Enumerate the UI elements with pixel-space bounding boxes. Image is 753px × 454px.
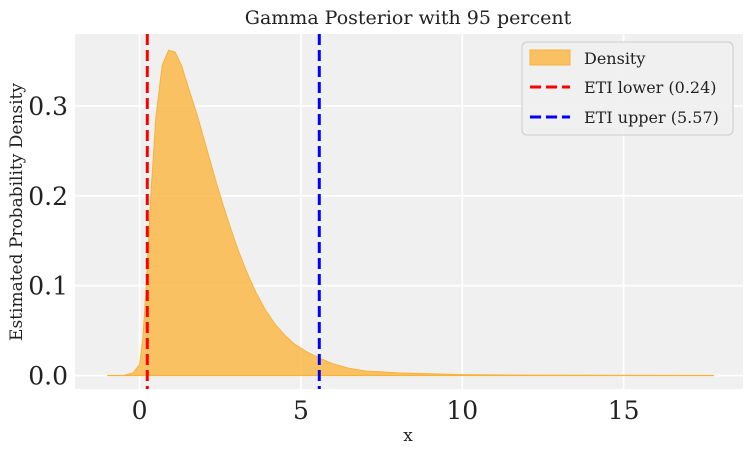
y-tick-label: 0.3 [28, 92, 68, 121]
x-tick-label: 0 [132, 396, 148, 425]
x-tick-label: 5 [293, 396, 309, 425]
x-tick-label: 15 [608, 396, 640, 425]
y-axis-label: Estimated Probability Density [7, 83, 27, 341]
density-area [107, 49, 714, 377]
x-tick-labels: 0 5 10 15 [132, 396, 640, 425]
chart-title: Gamma Posterior with 95 percent [245, 7, 572, 29]
x-tick-label: 10 [446, 396, 478, 425]
legend-label: ETI lower (0.24) [584, 78, 717, 97]
y-tick-labels: 0.0 0.1 0.2 0.3 [28, 92, 68, 391]
legend-box [521, 41, 734, 136]
x-axis-label: x [403, 426, 413, 446]
y-tick-label: 0.0 [28, 362, 68, 391]
eti-lines-layer [145, 34, 321, 389]
legend-label: Density [584, 49, 645, 68]
legend-swatch-density [529, 49, 571, 66]
legend: Density ETI lower (0.24) ETI upper (5.57) [521, 41, 734, 136]
y-tick-label: 0.1 [28, 272, 68, 301]
density-area-layer [107, 49, 714, 377]
y-tick-label: 0.2 [28, 182, 68, 211]
legend-label: ETI upper (5.57) [584, 108, 719, 127]
